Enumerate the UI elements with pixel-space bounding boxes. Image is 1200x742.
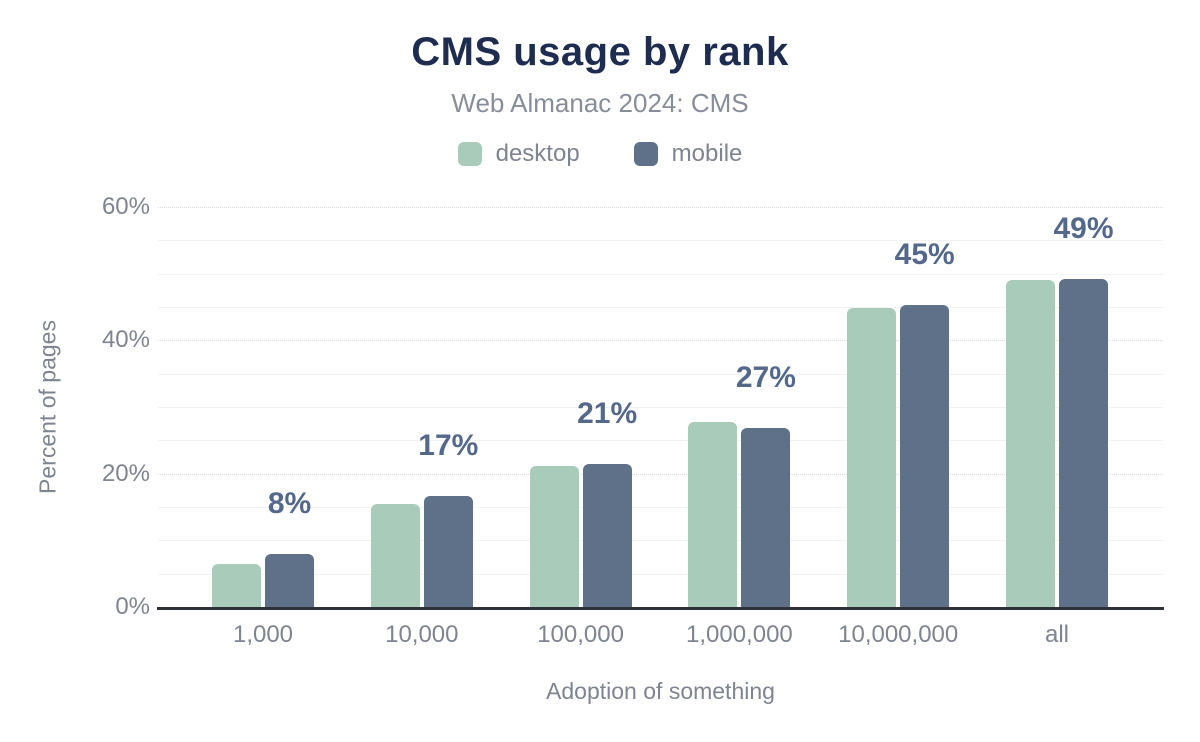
x-tick-label: 10,000,000 [838,621,959,648]
x-axis-line [157,607,1164,610]
minor-gridline [158,573,1163,575]
minor-gridline [158,273,1163,275]
bar-mobile [423,496,473,607]
x-tick-label: 1,000 [232,621,294,648]
minor-gridline [158,307,1163,308]
bar-desktop [847,308,897,607]
major-gridline [158,473,1163,475]
desktop-swatch-icon [457,142,482,166]
bar-mobile [582,464,632,607]
y-tick-label: 40% [101,326,150,354]
minor-gridline [158,440,1163,442]
minor-gridline [158,407,1163,408]
bar-mobile [265,553,314,607]
minor-gridline [158,540,1163,542]
bar-value-label: 8% [267,486,312,520]
y-axis-title: Percent of pages [34,320,61,494]
chart-subtitle: Web Almanac 2024: CMS [451,88,749,118]
minor-gridline [158,373,1163,375]
mobile-swatch-icon [633,142,658,166]
bar-mobile [741,427,791,607]
bar-value-label: 49% [1053,212,1114,245]
y-tick-label: 0% [115,593,150,620]
chart-title: CMS usage by rank [411,30,789,74]
y-tick-label: 20% [101,459,150,487]
bar-desktop [688,422,738,607]
bar-value-label: 21% [577,397,638,431]
bar-mobile [1059,279,1108,607]
x-axis-title: Adoption of something [546,678,775,704]
bar-value-label: 27% [735,360,796,394]
x-tick-label: 1,000,000 [686,621,793,648]
bar-desktop [212,564,261,607]
bar-value-label: 17% [418,429,479,463]
bar-desktop [370,504,420,607]
legend-item-mobile: mobile [633,140,743,168]
x-tick-label: 10,000 [385,621,459,648]
x-tick-label: all [1044,621,1070,648]
legend-label-desktop: desktop [495,140,580,167]
x-tick-label: 100,000 [537,621,624,648]
y-tick-label: 60% [101,193,150,220]
major-gridline [158,340,1163,342]
minor-gridline [158,240,1163,242]
bar-desktop [529,466,579,607]
minor-gridline [158,507,1163,508]
major-gridline [158,207,1163,208]
bar-value-label: 45% [894,238,955,271]
legend-label-mobile: mobile [671,140,743,167]
bar-desktop [1006,279,1055,607]
legend: desktop mobile [0,140,1200,168]
legend-item-desktop: desktop [457,140,580,168]
bar-mobile [900,305,950,607]
